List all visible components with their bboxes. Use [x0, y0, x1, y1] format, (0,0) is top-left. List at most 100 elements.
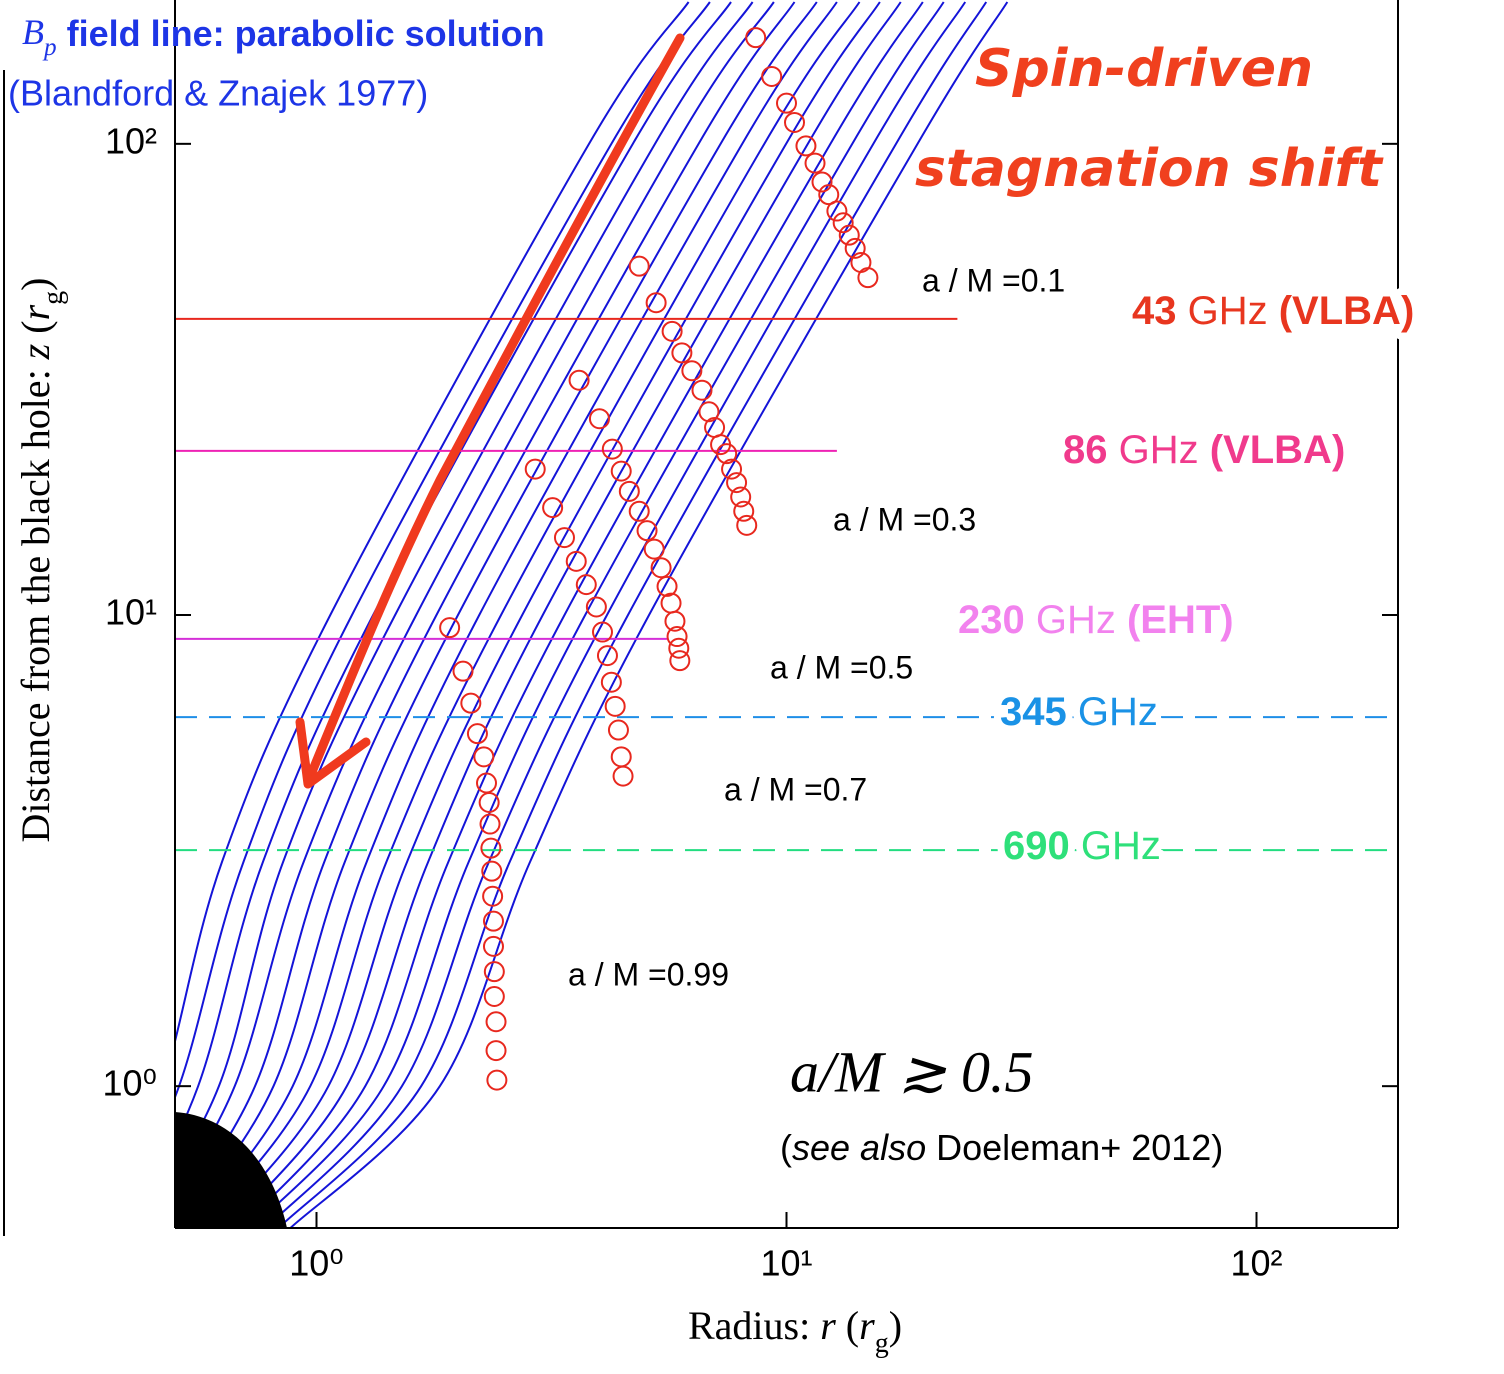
text-part: GHz — [1177, 289, 1268, 333]
text-part: B — [22, 12, 44, 52]
text-part: see also — [792, 1127, 926, 1168]
stagnation-point — [452, 660, 474, 682]
stagnation-point — [730, 486, 752, 508]
annotation: stagnation shift — [915, 139, 1384, 199]
text-part: GHz — [1067, 690, 1158, 734]
stagnation-point — [650, 557, 672, 579]
stagnation-point — [628, 500, 650, 522]
stagnation-point — [776, 92, 797, 114]
subtitle: (Blandford & Znajek 1977) — [8, 73, 428, 114]
text-part: 345 — [1000, 690, 1067, 734]
stagnation-point — [669, 650, 691, 672]
stagnation-point — [671, 342, 693, 364]
spin-label: a / M =0.1 — [922, 262, 1065, 298]
field-line — [239, 1, 924, 1228]
spin-label: a / M =0.99 — [568, 956, 729, 992]
stagnation-point — [818, 184, 840, 206]
field-line — [175, 1, 690, 1046]
stagnation-point — [784, 111, 806, 133]
arrow-shaft — [307, 33, 685, 777]
stagnation-point — [761, 65, 783, 87]
stagnation-point — [643, 538, 665, 560]
text-part: g — [38, 291, 69, 305]
stagnation-point — [618, 480, 640, 502]
stagnation-point — [811, 171, 833, 193]
text-part: field line: parabolic solution — [57, 13, 545, 54]
stagnation-point — [601, 438, 623, 460]
text-part: GHz — [1070, 824, 1161, 868]
stagnation-point — [610, 460, 632, 482]
text-part: 86 — [1063, 428, 1108, 472]
spin-label: a / M =0.5 — [770, 649, 913, 685]
stagnation-point — [733, 500, 755, 522]
arrow-head — [295, 717, 371, 789]
frequency-label: 690 GHz — [1003, 824, 1161, 868]
field-line — [289, 1, 1009, 1228]
text-part: 690 — [1003, 824, 1070, 868]
text-part: (EHT) — [1116, 598, 1234, 642]
y-tick-label: 10¹ — [105, 592, 157, 633]
stagnation-point — [736, 514, 758, 536]
stagnation-point — [482, 910, 504, 932]
stagnation-point — [832, 212, 854, 234]
stagnation-point — [482, 935, 504, 957]
stagnation-point — [826, 200, 848, 222]
stagnation-point — [553, 527, 575, 549]
stagnation-point — [481, 860, 503, 882]
field-line — [175, 1, 796, 1218]
note: (see also Doeleman+ 2012) — [780, 1127, 1223, 1168]
stagnation-point — [473, 746, 495, 768]
plot-area — [175, 1, 1398, 1228]
spin-limit: a/M ≳ 0.5 — [790, 1039, 1034, 1104]
field-line — [189, 1, 838, 1228]
stagnation-point — [628, 255, 650, 277]
stagnation-point — [482, 885, 504, 907]
stagnation-point — [604, 695, 626, 717]
stagnation-point — [857, 267, 879, 289]
stagnation-point — [565, 550, 587, 572]
text-part: ( — [836, 1303, 859, 1348]
stagnation-point — [596, 645, 618, 667]
stagnation-point — [804, 152, 826, 174]
spin-label: a / M =0.3 — [833, 501, 976, 537]
stagnation-point — [745, 27, 767, 49]
text-part: z — [13, 343, 58, 360]
frequency-label: 345 GHz — [1000, 690, 1158, 734]
text-part: ( — [780, 1127, 792, 1168]
text-part: (VLBA) — [1199, 428, 1346, 472]
text-part: (VLBA) — [1268, 289, 1415, 333]
stagnation-point — [666, 626, 688, 648]
x-tick-label: 10² — [1230, 1243, 1282, 1284]
field-line — [200, 1, 861, 1228]
stagnation-point — [588, 408, 610, 430]
stagnation-point — [681, 360, 703, 382]
stagnation-point — [439, 617, 461, 639]
stagnation-point — [636, 520, 658, 542]
stagnation-point — [656, 575, 678, 597]
spin-label: a / M =0.7 — [724, 771, 867, 807]
text-part: g — [875, 1328, 889, 1359]
field-line — [277, 1, 988, 1228]
stagnation-point — [645, 292, 667, 314]
stagnation-point — [607, 719, 629, 741]
stagnation-point — [664, 610, 686, 632]
field-line — [227, 1, 902, 1228]
stagnation-point — [575, 574, 597, 596]
text-part: ) — [889, 1303, 902, 1348]
black-hole — [175, 1112, 287, 1228]
text-part: Radius: — [688, 1303, 820, 1348]
stagnation-point — [838, 224, 860, 246]
y-axis-label: Distance from the black hole: z (rg) — [13, 278, 69, 843]
stagnation-point — [721, 458, 743, 480]
field-line — [265, 1, 967, 1228]
title: Bp field line: parabolic solution — [22, 12, 545, 61]
text-part: Doeleman+ 2012) — [926, 1127, 1223, 1168]
stagnation-point — [483, 985, 505, 1007]
x-axis-label: Radius: r (rg) — [688, 1303, 902, 1359]
stagnation-point — [691, 379, 713, 401]
stagnation-point — [668, 637, 690, 659]
stagnation-point — [460, 692, 482, 714]
field-line — [214, 1, 881, 1228]
